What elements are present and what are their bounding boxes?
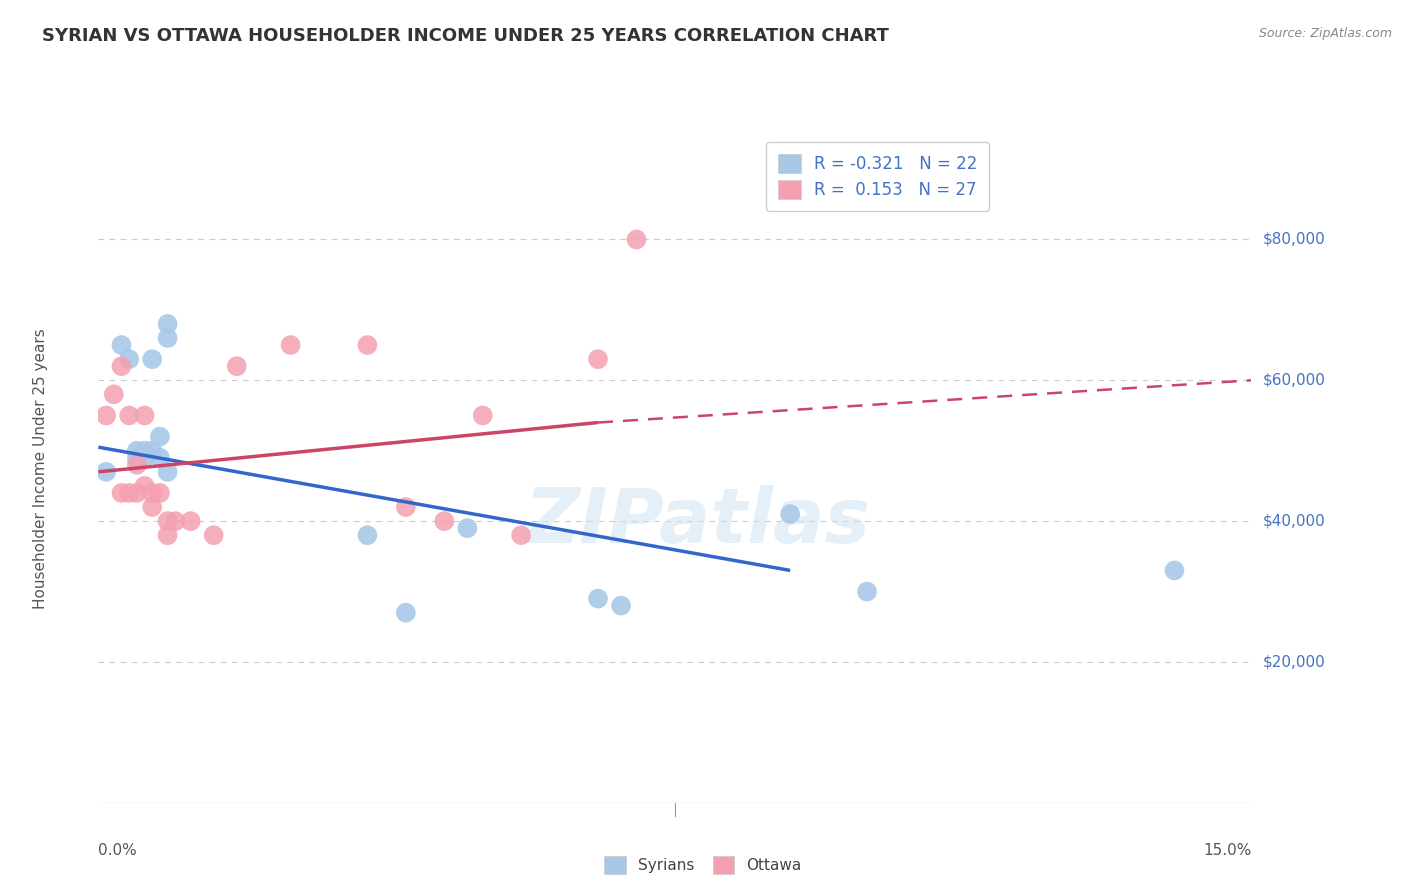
Point: [356, 338, 378, 352]
Point: [149, 486, 172, 500]
Point: [395, 606, 418, 620]
Point: [141, 352, 163, 367]
Point: [586, 591, 609, 606]
Legend: Syrians, Ottawa: Syrians, Ottawa: [599, 850, 807, 880]
Point: [180, 514, 202, 528]
Point: [125, 458, 148, 472]
Point: [586, 352, 609, 367]
Legend: R = -0.321   N = 22, R =  0.153   N = 27: R = -0.321 N = 22, R = 0.153 N = 27: [766, 142, 990, 211]
Text: $80,000: $80,000: [1263, 232, 1326, 247]
Text: ZIPatlas: ZIPatlas: [524, 485, 870, 558]
Point: [125, 443, 148, 458]
Text: 15.0%: 15.0%: [1204, 843, 1251, 858]
Text: Source: ZipAtlas.com: Source: ZipAtlas.com: [1258, 27, 1392, 40]
Point: [156, 465, 179, 479]
Point: [165, 514, 187, 528]
Point: [118, 409, 141, 423]
Text: Householder Income Under 25 years: Householder Income Under 25 years: [34, 328, 48, 608]
Point: [118, 352, 141, 367]
Text: $60,000: $60,000: [1263, 373, 1326, 388]
Text: 0.0%: 0.0%: [98, 843, 138, 858]
Point: [94, 465, 117, 479]
Point: [856, 584, 879, 599]
Point: [118, 486, 141, 500]
Text: SYRIAN VS OTTAWA HOUSEHOLDER INCOME UNDER 25 YEARS CORRELATION CHART: SYRIAN VS OTTAWA HOUSEHOLDER INCOME UNDE…: [42, 27, 889, 45]
Point: [510, 528, 533, 542]
Point: [156, 331, 179, 345]
Point: [141, 443, 163, 458]
Point: [456, 521, 478, 535]
Point: [110, 486, 132, 500]
Point: [125, 486, 148, 500]
Point: [156, 514, 179, 528]
Point: [141, 486, 163, 500]
Point: [134, 450, 156, 465]
Point: [149, 450, 172, 465]
Point: [356, 528, 378, 542]
Text: $20,000: $20,000: [1263, 655, 1326, 670]
Point: [1163, 563, 1185, 577]
Point: [471, 409, 494, 423]
Point: [149, 429, 172, 443]
Point: [610, 599, 633, 613]
Point: [134, 479, 156, 493]
Point: [626, 232, 648, 246]
Point: [103, 387, 125, 401]
Point: [134, 443, 156, 458]
Text: $40,000: $40,000: [1263, 514, 1326, 529]
Point: [779, 507, 801, 521]
Point: [156, 317, 179, 331]
Point: [110, 338, 132, 352]
Point: [141, 500, 163, 514]
Point: [433, 514, 456, 528]
Point: [156, 528, 179, 542]
Point: [94, 409, 117, 423]
Point: [134, 409, 156, 423]
Point: [110, 359, 132, 374]
Point: [202, 528, 225, 542]
Point: [225, 359, 247, 374]
Point: [125, 450, 148, 465]
Point: [395, 500, 418, 514]
Point: [280, 338, 302, 352]
